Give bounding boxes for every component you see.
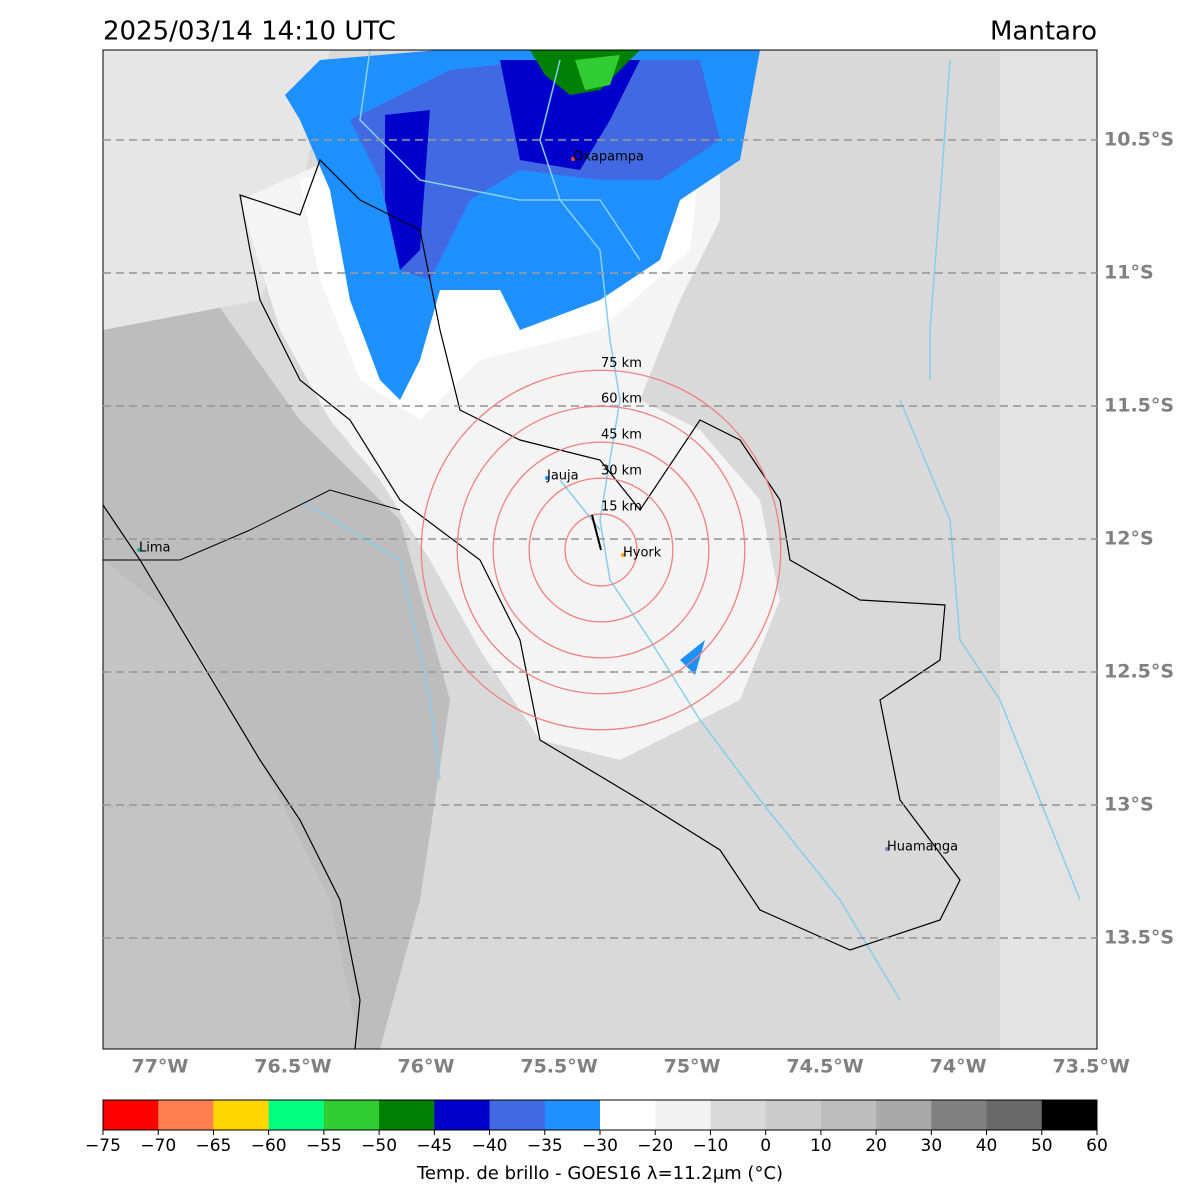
colorbar-bin	[379, 1100, 435, 1130]
city-label: Hyork	[623, 546, 662, 561]
lat-label: 12.5°S	[1104, 661, 1174, 683]
lat-label: 10.5°S	[1104, 128, 1174, 150]
title: 2025/03/14 14:10 UTC	[103, 17, 396, 47]
colorbar-tick-label: 50	[1031, 1136, 1053, 1156]
city-label: Oxapampa	[573, 150, 644, 165]
lon-label: 74°W	[930, 1056, 987, 1078]
colorbar-tick-label: −35	[527, 1136, 563, 1156]
colorbar-bin	[820, 1100, 877, 1130]
colorbar-bin	[986, 1100, 1043, 1130]
city-marker	[885, 847, 889, 851]
ring-label: 30 km	[601, 464, 642, 479]
range-ring	[528, 477, 674, 623]
colorbar-tick-label: 60	[1086, 1136, 1108, 1156]
city-marker	[545, 476, 549, 480]
colorbar-tick-label: 10	[810, 1136, 832, 1156]
colorbar-bin	[931, 1100, 988, 1130]
city-label: Huamanga	[887, 840, 958, 855]
city-marker	[621, 553, 625, 557]
range-ring	[564, 513, 638, 587]
colorbar-tick-label: 20	[865, 1136, 887, 1156]
colorbar-bin	[876, 1100, 932, 1130]
colorbar-bin	[489, 1100, 546, 1130]
colorbar-bin	[158, 1100, 214, 1130]
colorbar-bin	[544, 1100, 601, 1130]
map-lines	[103, 50, 1081, 1049]
colorbar-tick-label: −40	[472, 1136, 508, 1156]
colorbar-tick-label: 30	[921, 1136, 943, 1156]
ring-label: 45 km	[601, 428, 642, 443]
colorbar-bin	[213, 1100, 270, 1130]
ring-label: 75 km	[601, 356, 642, 371]
range-ring	[456, 405, 746, 695]
colorbar-tick-label: −60	[251, 1136, 287, 1156]
lat-label: 13°S	[1104, 794, 1154, 816]
colorbar-tick-label: −45	[416, 1136, 452, 1156]
range-ring	[492, 441, 710, 659]
city-marker	[137, 548, 141, 552]
colorbar-bin	[268, 1100, 325, 1130]
colorbar-label: Temp. de brillo - GOES16 λ=11.2μm (°C)	[416, 1163, 783, 1184]
lat-label: 11°S	[1104, 261, 1154, 283]
city-marker	[571, 157, 575, 161]
lon-label: 76.5°W	[254, 1056, 331, 1078]
lat-label: 11.5°S	[1104, 394, 1174, 416]
colorbar-tick-label: 0	[760, 1136, 771, 1156]
colorbar-tick-label: −75	[85, 1136, 121, 1156]
map-frame	[102, 49, 1098, 1050]
colorbar-bin	[765, 1100, 822, 1130]
colorbar-tick-label: −55	[306, 1136, 342, 1156]
colorbar-tick-label: −10	[692, 1136, 728, 1156]
lat-label: 12°S	[1104, 527, 1154, 549]
satellite-image	[103, 50, 1097, 1049]
lon-label: 75.5°W	[520, 1056, 597, 1078]
colorbar-bin	[710, 1100, 767, 1130]
lat-label: 13.5°S	[1104, 927, 1174, 949]
colorbar-tick-label: −50	[361, 1136, 397, 1156]
colorbar-bin	[655, 1100, 711, 1130]
lon-label: 75°W	[664, 1056, 721, 1078]
ring-label: 15 km	[601, 500, 642, 515]
colorbar-bin	[1041, 1100, 1098, 1130]
city-label: Lima	[139, 541, 170, 556]
colorbar-bin	[323, 1100, 380, 1130]
lon-label: 77°W	[131, 1056, 188, 1078]
region-name: Mantaro	[990, 17, 1097, 47]
lon-label: 74.5°W	[786, 1056, 863, 1078]
colorbar-tick-label: −30	[582, 1136, 618, 1156]
lon-label: 76°W	[398, 1056, 455, 1078]
range-ring	[420, 369, 782, 731]
colorbar-tick-label: 40	[976, 1136, 998, 1156]
colorbar-bin	[103, 1100, 159, 1130]
colorbar-tick-label: −70	[140, 1136, 176, 1156]
colorbar-bin	[600, 1100, 656, 1130]
city-label: Jauja	[546, 469, 579, 484]
colorbar-bin	[434, 1100, 491, 1130]
radar-beam	[591, 514, 602, 551]
colorbar-tick-label: −65	[195, 1136, 231, 1156]
ring-label: 60 km	[601, 392, 642, 407]
lon-label: 73.5°W	[1052, 1056, 1129, 1078]
colorbar-tick-label: −20	[637, 1136, 673, 1156]
